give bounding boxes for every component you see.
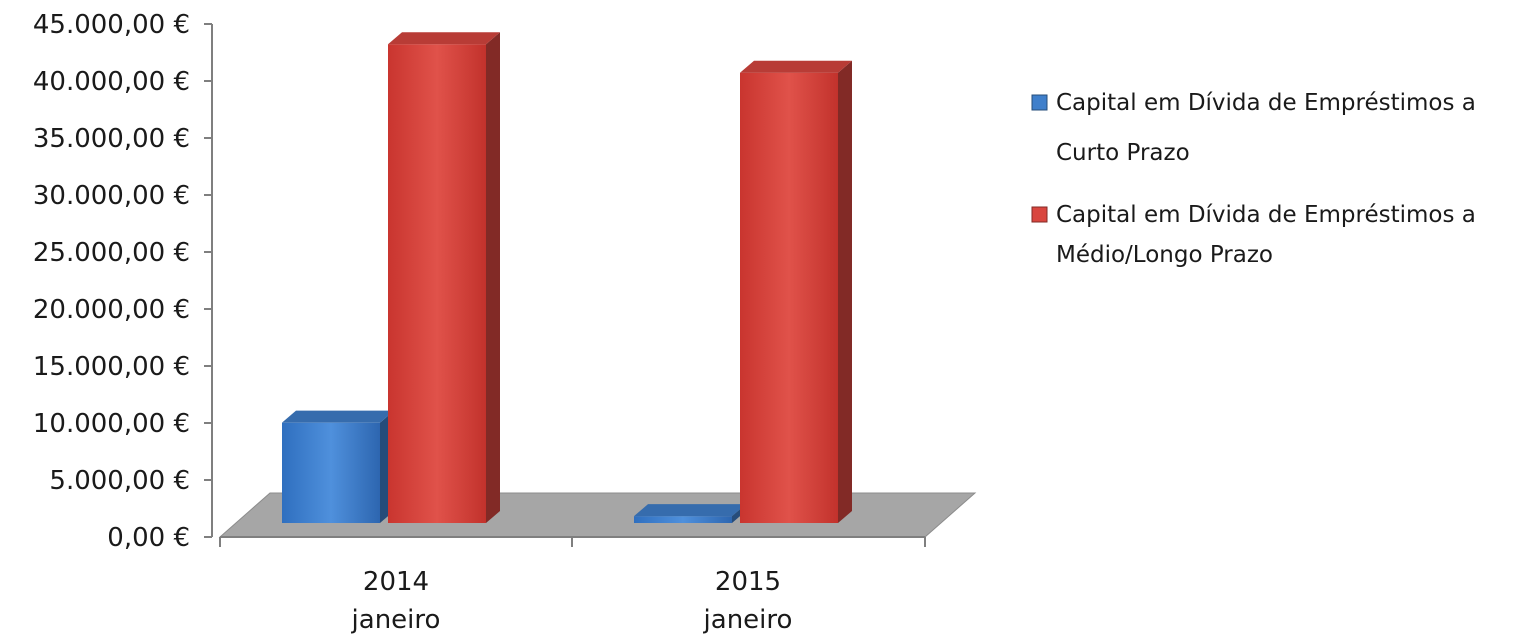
x-category-year-0: 2014 — [363, 567, 429, 597]
x-category-month-0: janeiro — [351, 605, 441, 635]
y-tick-label-0: 0,00 € — [107, 523, 190, 553]
y-tick-label-7: 35.000,00 € — [33, 124, 190, 154]
y-tick-label-5: 25.000,00 € — [33, 238, 190, 268]
bar-front — [282, 422, 380, 523]
legend-swatch-0 — [1031, 94, 1048, 111]
y-tick-label-4: 20.000,00 € — [33, 295, 190, 325]
y-tick-label-8: 40.000,00 € — [33, 67, 190, 97]
bar-series1-cat0 — [388, 32, 500, 523]
legend-label-1-line0: Capital em Dívida de Empréstimos a — [1056, 202, 1476, 228]
legend-label-0-line1: Curto Prazo — [1056, 140, 1190, 166]
bar-top — [740, 60, 852, 73]
bar-front — [388, 44, 486, 523]
y-tick-label-2: 10.000,00 € — [33, 409, 190, 439]
bar-series0-cat1 — [634, 504, 746, 523]
bar-series1-cat1 — [740, 60, 852, 523]
y-tick-label-3: 15.000,00 € — [33, 352, 190, 382]
y-tick-label-6: 30.000,00 € — [33, 181, 190, 211]
legend-label-0-line0: Capital em Dívida de Empréstimos a — [1056, 90, 1476, 116]
bar-top — [634, 504, 746, 517]
legend-swatch-1 — [1031, 206, 1048, 223]
bar-top — [282, 410, 394, 423]
bar-top — [388, 32, 500, 45]
bar-series0-cat0 — [282, 410, 394, 523]
y-tick-label-1: 5.000,00 € — [49, 466, 190, 496]
y-tick-label-9: 45.000,00 € — [33, 10, 190, 40]
bar-side — [486, 32, 500, 523]
legend-label-1-line1: Médio/Longo Prazo — [1056, 242, 1273, 268]
bar-front — [634, 516, 732, 523]
x-category-month-1: janeiro — [703, 605, 793, 635]
x-category-year-1: 2015 — [715, 567, 781, 597]
bar-front — [740, 72, 838, 523]
bar-side — [838, 60, 852, 523]
